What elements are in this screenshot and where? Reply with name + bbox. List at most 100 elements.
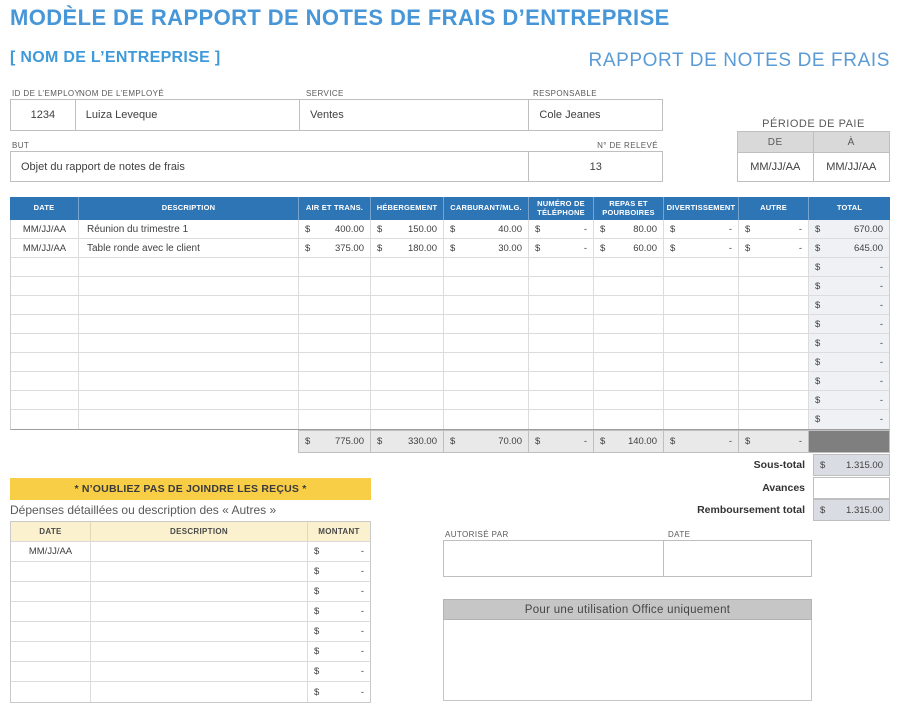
- detail-date-cell[interactable]: [11, 562, 91, 581]
- expense-amount-cell[interactable]: [444, 258, 529, 276]
- expense-description-cell[interactable]: Table ronde avec le client: [79, 239, 299, 257]
- expense-amount-cell[interactable]: [529, 334, 594, 352]
- detail-date-cell[interactable]: [11, 622, 91, 641]
- expense-description-cell[interactable]: [79, 372, 299, 390]
- detail-date-cell[interactable]: MM/JJ/AA: [11, 542, 91, 561]
- expense-description-cell[interactable]: [79, 315, 299, 333]
- expense-amount-cell[interactable]: [529, 372, 594, 390]
- expense-amount-cell[interactable]: [594, 391, 664, 409]
- expense-row-total-cell[interactable]: $ -: [809, 277, 889, 295]
- column-total-cell[interactable]: $ -: [664, 431, 739, 452]
- detail-amount-cell[interactable]: $ -: [308, 662, 370, 681]
- expense-amount-cell[interactable]: $ -: [529, 239, 594, 257]
- purpose-cell[interactable]: Objet du rapport de notes de frais: [11, 152, 530, 181]
- detail-description-cell[interactable]: [91, 622, 308, 641]
- expense-amount-cell[interactable]: [371, 277, 444, 295]
- manager-cell[interactable]: Cole Jeanes: [539, 109, 601, 121]
- column-total-cell[interactable]: $140.00: [594, 431, 664, 452]
- detail-description-cell[interactable]: [91, 662, 308, 681]
- expense-description-cell[interactable]: [79, 410, 299, 429]
- expense-amount-cell[interactable]: [299, 296, 371, 314]
- expense-amount-cell[interactable]: [299, 410, 371, 429]
- expense-amount-cell[interactable]: [444, 315, 529, 333]
- expense-row-total-cell[interactable]: $ -: [809, 372, 889, 390]
- expense-date-cell[interactable]: [11, 296, 79, 314]
- expense-amount-cell[interactable]: $400.00: [299, 220, 371, 238]
- expense-amount-cell[interactable]: $40.00: [444, 220, 529, 238]
- expense-amount-cell[interactable]: [594, 315, 664, 333]
- expense-amount-cell[interactable]: [444, 334, 529, 352]
- detail-date-cell[interactable]: [11, 602, 91, 621]
- expense-amount-cell[interactable]: [664, 277, 739, 295]
- expense-amount-cell[interactable]: [529, 315, 594, 333]
- expense-amount-cell[interactable]: [664, 258, 739, 276]
- expense-amount-cell[interactable]: [371, 353, 444, 371]
- authorized-by-cell[interactable]: [444, 541, 664, 576]
- expense-date-cell[interactable]: [11, 277, 79, 295]
- expense-amount-cell[interactable]: [594, 258, 664, 276]
- expense-amount-cell[interactable]: [739, 372, 809, 390]
- detail-date-cell[interactable]: [11, 642, 91, 661]
- expense-amount-cell[interactable]: $150.00: [371, 220, 444, 238]
- expense-amount-cell[interactable]: [594, 334, 664, 352]
- expense-amount-cell[interactable]: [664, 372, 739, 390]
- expense-amount-cell[interactable]: [371, 410, 444, 429]
- expense-amount-cell[interactable]: [529, 277, 594, 295]
- detail-description-cell[interactable]: [91, 642, 308, 661]
- detail-description-cell[interactable]: [91, 582, 308, 601]
- detail-amount-cell[interactable]: $ -: [308, 562, 370, 581]
- detail-amount-cell[interactable]: $ -: [308, 582, 370, 601]
- expense-amount-cell[interactable]: [444, 410, 529, 429]
- pay-period-to-cell[interactable]: MM/JJ/AA: [813, 153, 889, 181]
- expense-row-total-cell[interactable]: $ -: [809, 258, 889, 276]
- detail-amount-cell[interactable]: $ -: [308, 642, 370, 661]
- expense-amount-cell[interactable]: [529, 353, 594, 371]
- employee-name-cell[interactable]: Luiza Leveque: [76, 100, 301, 130]
- detail-description-cell[interactable]: [91, 682, 308, 702]
- expense-amount-cell[interactable]: [299, 372, 371, 390]
- expense-row-total-cell[interactable]: $ -: [809, 296, 889, 314]
- column-total-cell[interactable]: $ -: [739, 431, 809, 452]
- expense-description-cell[interactable]: [79, 258, 299, 276]
- service-cell[interactable]: Ventes: [300, 100, 530, 130]
- expense-amount-cell[interactable]: [299, 315, 371, 333]
- column-total-cell[interactable]: $775.00: [299, 431, 371, 452]
- subtotal-value-cell[interactable]: $ 1.315.00: [813, 454, 890, 476]
- expense-amount-cell[interactable]: [371, 391, 444, 409]
- expense-row-total-cell[interactable]: $ -: [809, 410, 889, 429]
- expense-amount-cell[interactable]: [444, 296, 529, 314]
- detail-description-cell[interactable]: [91, 602, 308, 621]
- expense-amount-cell[interactable]: [739, 334, 809, 352]
- expense-amount-cell[interactable]: $60.00: [594, 239, 664, 257]
- expense-amount-cell[interactable]: [529, 258, 594, 276]
- expense-description-cell[interactable]: Réunion du trimestre 1: [79, 220, 299, 238]
- expense-date-cell[interactable]: [11, 334, 79, 352]
- expense-amount-cell[interactable]: $ -: [739, 239, 809, 257]
- detail-date-cell[interactable]: [11, 582, 91, 601]
- expense-amount-cell[interactable]: $30.00: [444, 239, 529, 257]
- expense-date-cell[interactable]: [11, 353, 79, 371]
- expense-amount-cell[interactable]: [739, 258, 809, 276]
- expense-amount-cell[interactable]: $ -: [529, 220, 594, 238]
- expense-row-total-cell[interactable]: $670.00: [809, 220, 889, 238]
- detail-date-cell[interactable]: [11, 682, 91, 702]
- expense-amount-cell[interactable]: [529, 296, 594, 314]
- expense-amount-cell[interactable]: [739, 410, 809, 429]
- detail-amount-cell[interactable]: $ -: [308, 602, 370, 621]
- expense-date-cell[interactable]: [11, 372, 79, 390]
- expense-amount-cell[interactable]: [371, 296, 444, 314]
- office-use-box[interactable]: [443, 620, 812, 701]
- column-total-cell[interactable]: $70.00: [444, 431, 529, 452]
- expense-date-cell[interactable]: MM/JJ/AA: [11, 239, 79, 257]
- expense-amount-cell[interactable]: $180.00: [371, 239, 444, 257]
- expense-amount-cell[interactable]: [529, 391, 594, 409]
- expense-description-cell[interactable]: [79, 334, 299, 352]
- expense-amount-cell[interactable]: [371, 372, 444, 390]
- expense-amount-cell[interactable]: [739, 277, 809, 295]
- expense-amount-cell[interactable]: [299, 334, 371, 352]
- expense-amount-cell[interactable]: [594, 353, 664, 371]
- expense-row-total-cell[interactable]: $645.00: [809, 239, 889, 257]
- column-total-cell[interactable]: $330.00: [371, 431, 444, 452]
- expense-row-total-cell[interactable]: $ -: [809, 334, 889, 352]
- company-name[interactable]: [ NOM DE L’ENTREPRISE ]: [10, 49, 221, 66]
